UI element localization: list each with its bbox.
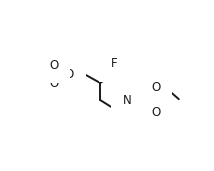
Text: O: O [65,68,74,81]
Text: O: O [151,81,160,94]
Text: F: F [110,57,117,70]
Text: S: S [50,68,58,81]
Text: O: O [49,77,59,90]
Text: O: O [151,106,160,119]
Text: O: O [49,59,59,72]
Text: N: N [123,94,132,107]
